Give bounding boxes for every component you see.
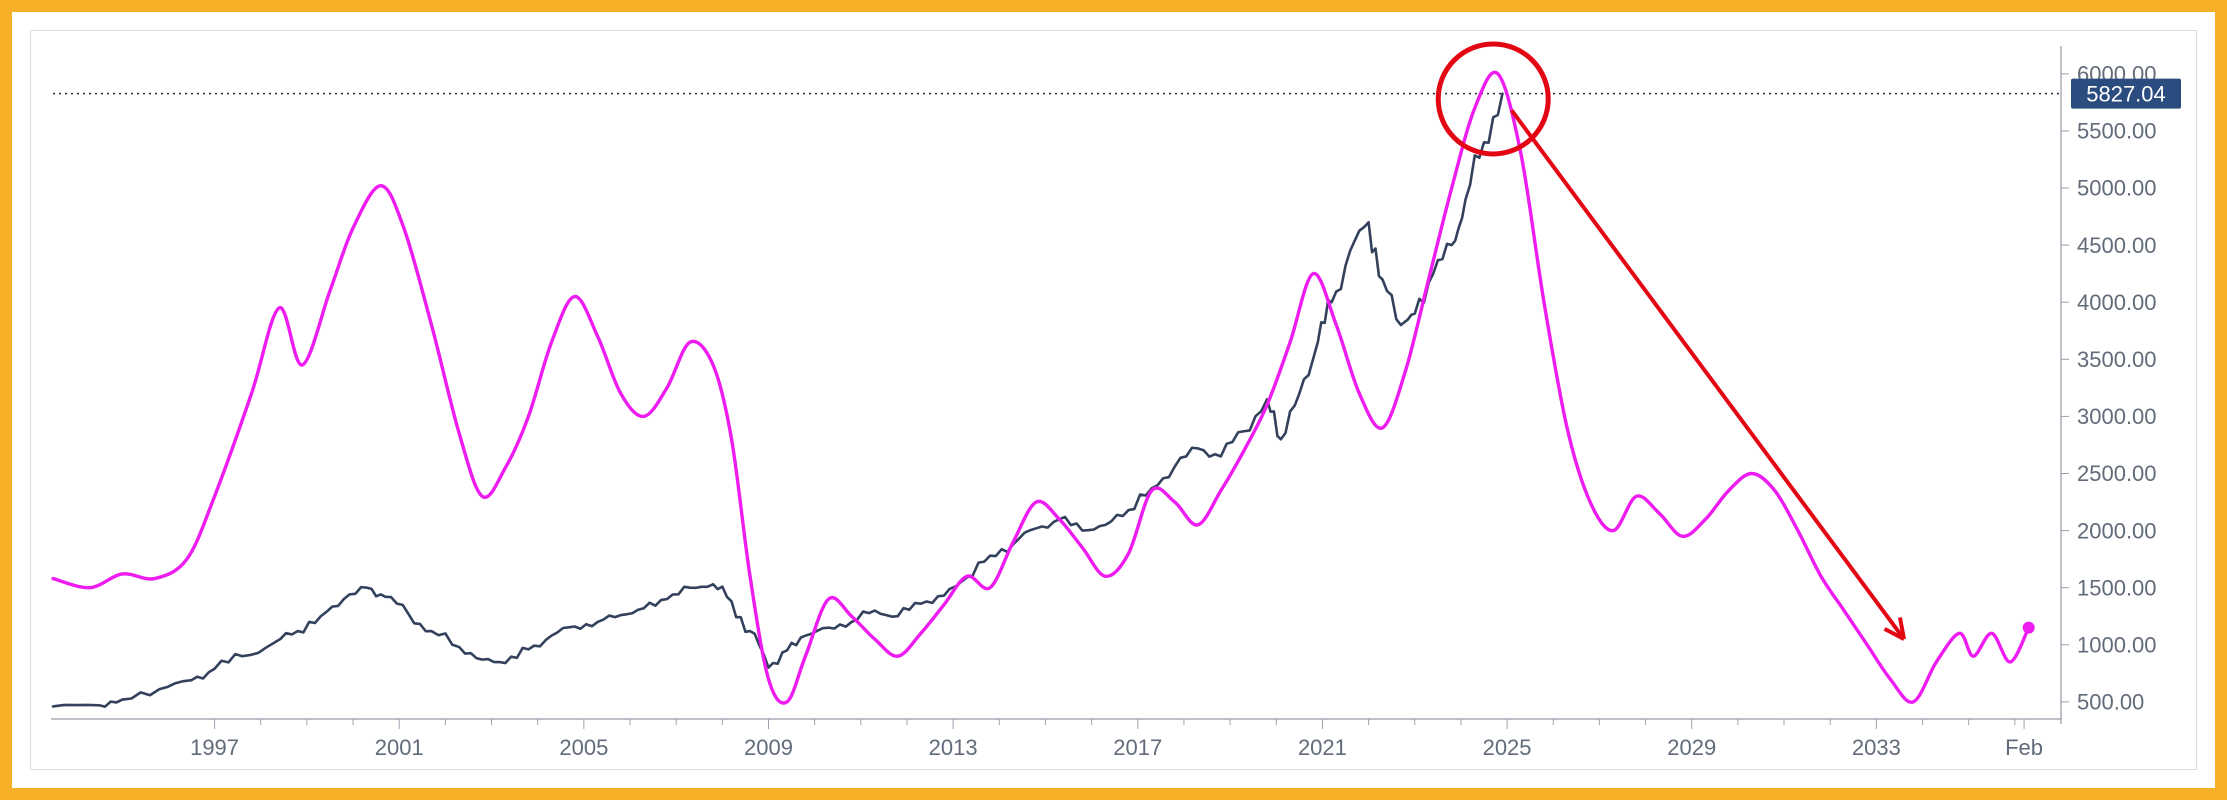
y-tick-label: 5000.00 <box>2077 176 2157 201</box>
series-magenta_overlay <box>53 72 2029 703</box>
x-tick-label: 2029 <box>1667 735 1716 760</box>
x-tick-label: 2001 <box>375 735 424 760</box>
x-tick-label: 1997 <box>190 735 239 760</box>
y-tick-label: 2500.00 <box>2077 461 2157 486</box>
x-tick-label: 2033 <box>1852 735 1901 760</box>
y-tick-label: 500.00 <box>2077 690 2144 715</box>
x-trailing-label: Feb <box>2005 735 2043 760</box>
y-tick-label: 2000.00 <box>2077 518 2157 543</box>
y-tick-label: 1500.00 <box>2077 575 2157 600</box>
x-tick-label: 2005 <box>559 735 608 760</box>
chart-outer-frame: 500.00 1000.00 1500.00 2000.00 2500.00 3000.0… <box>0 0 2227 800</box>
price-chart: 500.00 1000.00 1500.00 2000.00 2500.00 3000.0… <box>31 31 2196 769</box>
x-tick-label: 2013 <box>929 735 978 760</box>
y-tick-label: 1000.00 <box>2077 632 2157 657</box>
reference-badge-text: 5827.04 <box>2086 82 2166 107</box>
series-dark_price <box>53 94 1502 707</box>
y-tick-label: 4000.00 <box>2077 290 2157 315</box>
y-tick-label: 3000.00 <box>2077 404 2157 429</box>
x-tick-label: 2021 <box>1298 735 1347 760</box>
y-tick-label: 4500.00 <box>2077 233 2157 258</box>
x-tick-label: 2017 <box>1113 735 1162 760</box>
x-tick-label: 2009 <box>744 735 793 760</box>
annotation-arrow-line <box>1512 110 1904 639</box>
x-tick-label: 2025 <box>1483 735 1532 760</box>
y-tick-label: 3500.00 <box>2077 347 2157 372</box>
chart-inner-frame: 500.00 1000.00 1500.00 2000.00 2500.00 3000.0… <box>30 30 2197 770</box>
series-magenta_overlay-end-dot <box>2023 622 2035 634</box>
y-tick-label: 5500.00 <box>2077 119 2157 144</box>
